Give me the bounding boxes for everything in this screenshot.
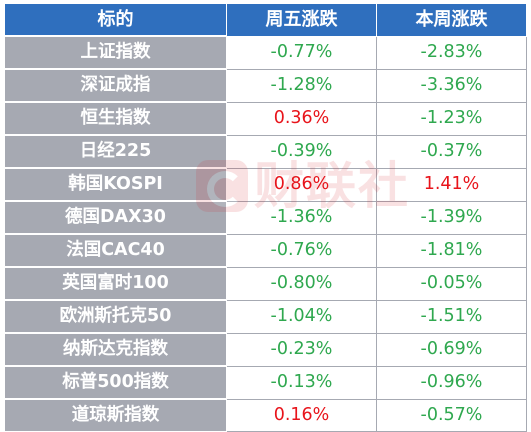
- index-name: 德国DAX30: [4, 200, 227, 235]
- index-name: 恒生指数: [4, 101, 227, 136]
- table-row: 深证成指 -1.28% -3.36%: [4, 68, 527, 103]
- table-row: 韩国KOSPI 0.86% 1.41%: [4, 167, 527, 202]
- friday-change-value: -1.36%: [226, 200, 377, 235]
- header-friday-change: 周五涨跌: [226, 3, 377, 37]
- friday-change-value: 0.36%: [226, 101, 377, 136]
- table-row: 标普500指数 -0.13% -0.96%: [4, 365, 527, 400]
- friday-change-value: -0.23%: [226, 332, 377, 367]
- friday-change-value: 0.86%: [226, 167, 377, 202]
- friday-change-value: -0.77%: [226, 35, 377, 70]
- index-name: 法国CAC40: [4, 233, 227, 268]
- friday-change-value: -1.28%: [226, 68, 377, 103]
- friday-change-value: 0.16%: [226, 398, 377, 432]
- table-row: 德国DAX30 -1.36% -1.39%: [4, 200, 527, 235]
- table-row: 道琼斯指数 0.16% -0.57%: [4, 398, 527, 432]
- table-row: 上证指数 -0.77% -2.83%: [4, 35, 527, 70]
- index-name: 日经225: [4, 134, 227, 169]
- index-name: 纳斯达克指数: [4, 332, 227, 367]
- market-performance-table: 标的 周五涨跌 本周涨跌 上证指数 -0.77% -2.83% 深证成指 -1.28% -…: [4, 3, 527, 432]
- week-change-value: -1.51%: [376, 299, 527, 334]
- friday-change-value: -0.80%: [226, 266, 377, 301]
- index-name: 英国富时100: [4, 266, 227, 301]
- index-name: 深证成指: [4, 68, 227, 103]
- index-name: 标普500指数: [4, 365, 227, 400]
- header-week-change: 本周涨跌: [376, 3, 527, 37]
- week-change-value: -3.36%: [376, 68, 527, 103]
- friday-change-value: -0.13%: [226, 365, 377, 400]
- table-row: 法国CAC40 -0.76% -1.81%: [4, 233, 527, 268]
- week-change-value: -0.96%: [376, 365, 527, 400]
- table-row: 恒生指数 0.36% -1.23%: [4, 101, 527, 136]
- index-name: 道琼斯指数: [4, 398, 227, 432]
- week-change-value: -0.05%: [376, 266, 527, 301]
- friday-change-value: -0.39%: [226, 134, 377, 169]
- week-change-value: -0.69%: [376, 332, 527, 367]
- table-header-row: 标的 周五涨跌 本周涨跌: [4, 3, 527, 37]
- week-change-value: -0.57%: [376, 398, 527, 432]
- week-change-value: -1.39%: [376, 200, 527, 235]
- friday-change-value: -0.76%: [226, 233, 377, 268]
- week-change-value: 1.41%: [376, 167, 527, 202]
- table-body: 上证指数 -0.77% -2.83% 深证成指 -1.28% -3.36% 恒生指数 0.36…: [4, 35, 527, 432]
- table-row: 纳斯达克指数 -0.23% -0.69%: [4, 332, 527, 367]
- table-row: 欧洲斯托克50 -1.04% -1.51%: [4, 299, 527, 334]
- table-row: 日经225 -0.39% -0.37%: [4, 134, 527, 169]
- week-change-value: -0.37%: [376, 134, 527, 169]
- index-name: 韩国KOSPI: [4, 167, 227, 202]
- week-change-value: -1.23%: [376, 101, 527, 136]
- index-name: 欧洲斯托克50: [4, 299, 227, 334]
- week-change-value: -1.81%: [376, 233, 527, 268]
- table-row: 英国富时100 -0.80% -0.05%: [4, 266, 527, 301]
- header-name: 标的: [4, 3, 227, 37]
- week-change-value: -2.83%: [376, 35, 527, 70]
- friday-change-value: -1.04%: [226, 299, 377, 334]
- index-name: 上证指数: [4, 35, 227, 70]
